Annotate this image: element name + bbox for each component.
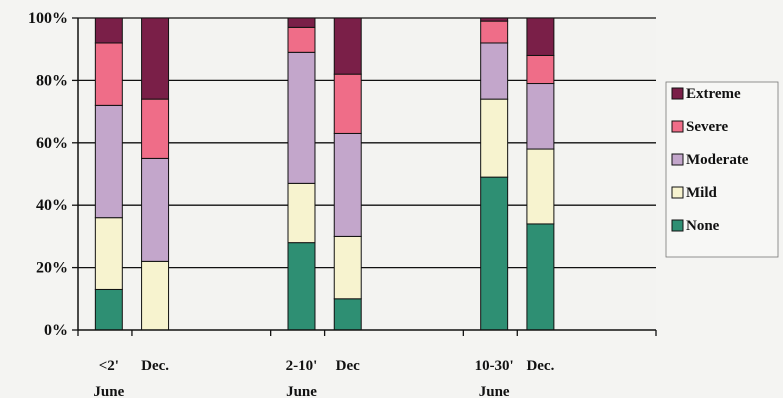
bar-segment-extreme: [94, 17, 123, 44]
x-category-label: Dec.: [526, 358, 554, 374]
y-tick-label: 0%: [44, 322, 68, 339]
bar-segment-moderate: [480, 42, 509, 100]
bar-segment-mild: [526, 148, 555, 225]
bar-segment-severe: [141, 98, 170, 159]
x-category-label: Dec: [336, 358, 360, 374]
x-category-label: Dec.: [141, 358, 169, 374]
bar-segment-extreme: [526, 17, 555, 56]
x-category-sublabel: June: [93, 384, 124, 398]
bar-segment-mild: [141, 260, 170, 331]
bars: [94, 17, 555, 331]
bar-segment-moderate: [94, 104, 123, 219]
y-tick-label: 100%: [28, 10, 68, 27]
bar-segment-mild: [480, 98, 509, 178]
bar-segment-none: [480, 176, 509, 331]
y-tick-label: 60%: [36, 135, 68, 152]
bar-segment-severe: [480, 20, 509, 44]
legend-label-severe: Severe: [686, 119, 729, 135]
bar-segment-mild: [333, 235, 362, 300]
bar-segment-none: [333, 298, 362, 331]
legend-swatch-moderate: [671, 153, 684, 166]
x-category-label: 2-10': [286, 358, 318, 374]
bar-segment-moderate: [141, 157, 170, 262]
bar-segment-severe: [287, 26, 316, 53]
y-tick-label: 40%: [36, 197, 68, 214]
legend-box: [665, 81, 779, 258]
y-tick-label: 80%: [36, 72, 68, 89]
legend-label-none: None: [686, 218, 720, 234]
legend-swatch-none: [671, 219, 684, 232]
bar-segment-mild: [287, 182, 316, 244]
bar-segment-extreme: [141, 17, 170, 100]
x-category-sublabel: June: [286, 384, 317, 398]
legend-swatch-severe: [671, 120, 684, 133]
bar-segment-mild: [94, 217, 123, 290]
y-tick-label: 20%: [36, 260, 68, 277]
bar-segment-severe: [94, 42, 123, 106]
bar-segment-moderate: [526, 83, 555, 150]
axes: [77, 18, 656, 331]
bar-segment-severe: [526, 54, 555, 85]
bar-segment-severe: [333, 73, 362, 134]
x-category-sublabel: June: [479, 384, 510, 398]
x-category-label: 10-30': [475, 358, 514, 374]
legend-label-mild: Mild: [686, 185, 717, 201]
bar-segment-moderate: [333, 132, 362, 237]
bar-segment-extreme: [480, 17, 509, 22]
bar-segment-extreme: [287, 17, 316, 28]
bar-segment-none: [94, 288, 123, 331]
legend-swatch-mild: [671, 186, 684, 199]
legend: Extreme Severe Moderate Mild None: [665, 81, 779, 258]
bar-segment-extreme: [333, 17, 362, 75]
bar-segment-none: [287, 242, 316, 331]
y-axis-ticks: 0% 20% 40% 60% 80% 100%: [28, 10, 78, 339]
legend-label-extreme: Extreme: [686, 86, 741, 102]
bar-segment-moderate: [287, 51, 316, 184]
x-category-label: <2': [99, 358, 119, 374]
legend-swatch-extreme: [671, 87, 684, 100]
bar-segment-none: [526, 223, 555, 331]
legend-label-moderate: Moderate: [686, 152, 749, 168]
plot-area: [78, 18, 656, 330]
gridlines: [78, 17, 656, 269]
x-axis-ticks: <2' June Dec. 2-10' June Dec 10-30' June Dec.: [77, 330, 657, 398]
